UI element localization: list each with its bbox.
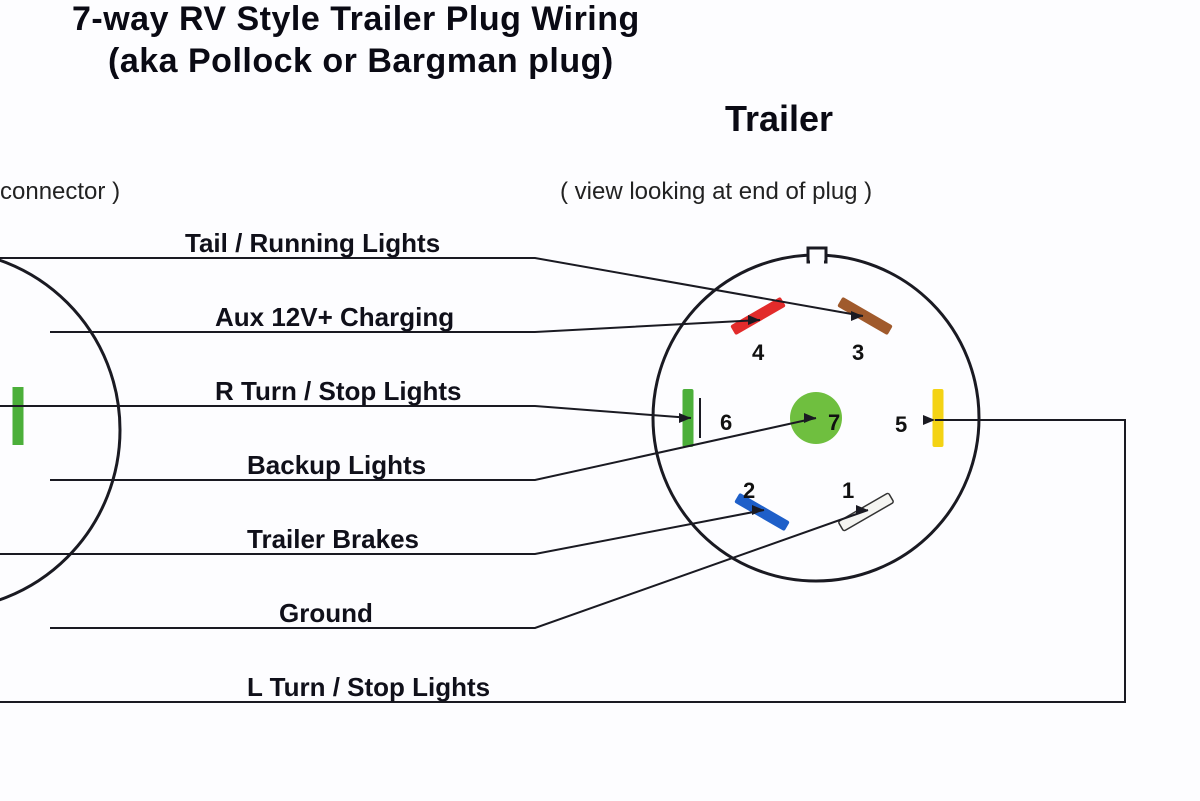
svg-text:2: 2 — [743, 478, 755, 503]
svg-text:7: 7 — [828, 410, 840, 435]
wiring-diagram: 4 3 6 7 5 2 1 — [0, 0, 1200, 801]
wire-label-aux: Aux 12V+ Charging — [215, 302, 454, 333]
wire-label-backup: Backup Lights — [247, 450, 426, 481]
svg-text:6: 6 — [720, 410, 732, 435]
wire-label-ground: Ground — [279, 598, 373, 629]
wire-label-rturn: R Turn / Stop Lights — [215, 376, 461, 407]
svg-text:5: 5 — [895, 412, 907, 437]
svg-text:1: 1 — [842, 478, 854, 503]
svg-text:3: 3 — [852, 340, 864, 365]
svg-text:4: 4 — [752, 340, 765, 365]
wire-label-brakes: Trailer Brakes — [247, 524, 419, 555]
wire-label-lturn: L Turn / Stop Lights — [247, 672, 490, 703]
wire-label-tail: Tail / Running Lights — [185, 228, 440, 259]
